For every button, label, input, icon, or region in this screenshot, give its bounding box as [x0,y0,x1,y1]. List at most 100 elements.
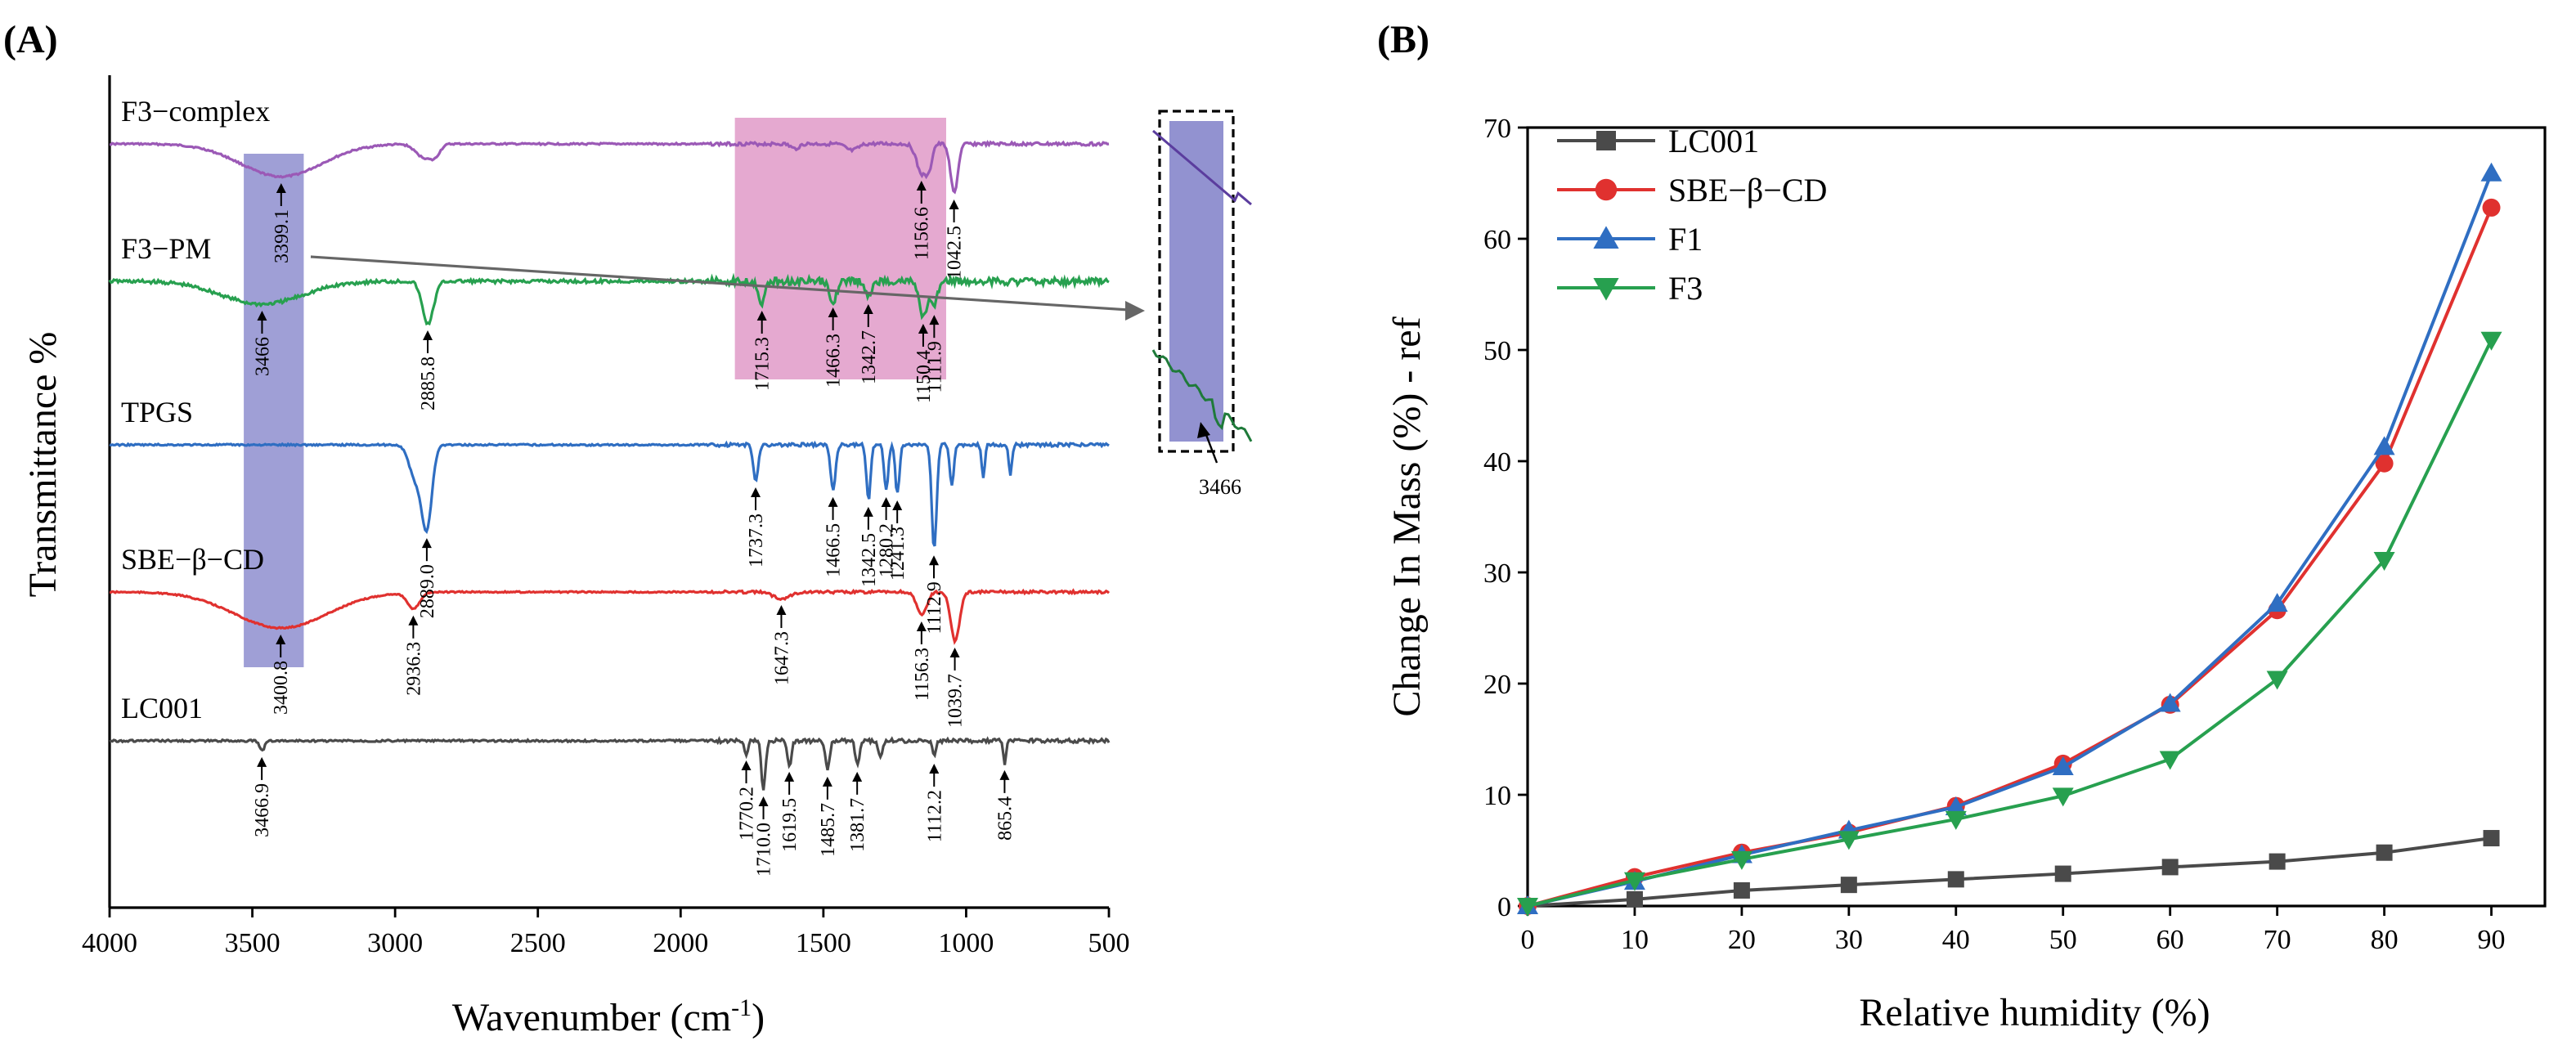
peak-arrowhead [276,634,286,644]
peak-arrowhead [929,315,940,325]
inset-frame [1158,110,1235,453]
legend-label: F1 [1668,221,1703,258]
data-point [2480,331,2502,351]
peak-label: 1485.7 [818,803,839,857]
x-tick-label: 10 [1621,925,1649,955]
x-axis-title-b: Relative humidity (%) [1859,991,2210,1034]
peak-label: 1342.7 [859,330,880,384]
peak-label: 1619.5 [779,798,801,852]
legend-label: F3 [1668,270,1703,307]
x-tick-label: 30 [1835,925,1863,955]
peak-arrowhead [828,307,838,317]
peak-label: 1112.2 [924,790,945,842]
peak-arrowhead [784,771,795,782]
y-tick-label: 40 [1483,447,1511,478]
peak-arrowhead [822,776,832,787]
peak-arrowhead [257,756,267,767]
x-tick-label: 90 [2478,925,2506,955]
series-line [1527,836,2492,908]
data-point [1596,131,1616,150]
series-line [1527,173,2493,908]
y-tick-label: 10 [1483,781,1511,811]
zoom-inset: 3466 [1151,110,1253,499]
dvs-axes: 0 10 20 30 40 50 60 70 80 90 0 10 20 30 40 50 60 70 [1483,114,2547,955]
peak-arrowhead [776,604,787,615]
ftir-axes [108,75,1109,909]
data-point [2052,756,2074,775]
spectrum-name: LC001 [121,692,203,724]
y-axis-title: Transmittance % [21,332,65,598]
series-line [1527,339,2493,908]
data-point [1595,178,1618,201]
peak-arrowhead [916,621,927,631]
data-point [1840,877,1857,894]
x-tick-label: 50 [2049,925,2077,955]
ftir-x-tick-label: 2000 [653,928,708,958]
fingerprint-region [734,118,946,379]
panel-b-label: (B) [1377,18,1429,61]
spectrum-line [110,139,1110,195]
ftir-x-tick-label: 2500 [510,928,566,958]
inset-peak-arrowhead [1197,422,1210,438]
data-point [2373,436,2395,455]
peak-arrowhead [949,199,959,209]
peak-label: 1042.5 [945,226,966,280]
peak-label: 865.4 [994,796,1016,841]
data-point [2054,865,2071,882]
y-tick-label: 60 [1483,225,1511,255]
spectrum-line [109,588,1111,645]
peak-arrowhead [918,324,928,334]
data-point [2373,552,2395,572]
inset-peak-label: 3466 [1199,475,1241,499]
peak-arrowhead [999,769,1010,780]
ftir-x-tick-label: 1000 [938,928,994,958]
spectrum-name: F3−complex [121,95,270,128]
data-point [1945,810,1967,830]
peak-arrowhead [949,647,960,657]
data-point [2161,859,2179,876]
peak-labels: 3399.1 1156.6 1042.5 3466 2885.8 1715.3 1466.3… [252,181,1016,877]
spectrum-names: F3−complex F3−PM TPGS SBE−β−CD LC001 [121,95,270,724]
peak-arrowhead [828,496,838,507]
x-tick-label: 70 [2264,925,2291,955]
x-tick-label: 40 [1942,925,1970,955]
peak-label: 1466.3 [824,334,845,388]
peak-label: 1342.5 [859,533,880,587]
ftir-x-tick-label: 1500 [796,928,851,958]
ftir-x-tick-label: 3500 [225,928,280,958]
peak-arrowhead [881,496,891,507]
zoom-arrow-head [1125,301,1145,321]
spectrum-line [109,735,1111,791]
peak-label: 1710.0 [754,823,775,877]
highlight-regions [244,118,946,667]
peak-label: 1381.7 [847,798,868,852]
peak-label: 1466.5 [824,523,845,577]
peak-label: 1156.3 [912,648,933,701]
zoom-arrow [310,255,1142,312]
spectrum-name: F3−PM [121,232,211,265]
data-point [1947,871,1964,888]
peak-arrowhead [751,487,761,497]
inset-complex-trace [1152,129,1252,206]
peak-arrowhead [276,182,286,193]
peak-arrowhead [892,500,903,510]
x-tick-label: 20 [1728,925,1756,955]
legend-label: LC001 [1668,123,1759,159]
peak-label: 3400.8 [271,661,292,715]
data-point [1623,872,1645,891]
data-point [1593,278,1619,301]
spectrum-line [108,272,1110,326]
peak-label: 1150.4 [913,350,935,403]
data-point [2159,693,2181,712]
peak-arrowhead [863,303,873,314]
data-point [2375,454,2394,473]
y-tick-label: 30 [1483,558,1511,589]
data-point [1517,898,1538,917]
plot-frame [1526,126,2547,908]
peak-label: 1039.7 [945,674,967,728]
y-tick-label: 50 [1483,336,1511,366]
dvs-panel: (B) Change In Mass (%) - ref Relative hu… [1377,18,2547,1034]
y-tick-label: 70 [1483,114,1511,144]
peak-arrowhead [758,796,769,806]
ftir-spectra [108,139,1111,791]
